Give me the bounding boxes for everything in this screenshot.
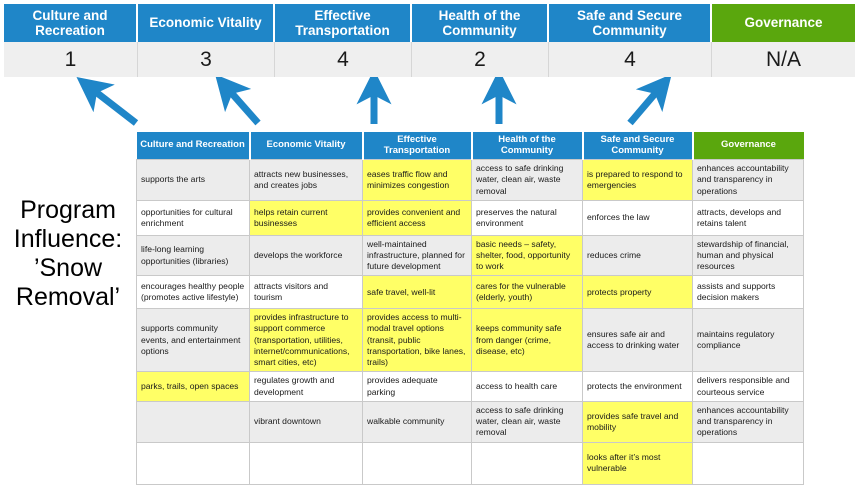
caption-line-4: Removal’ [15,283,121,311]
matrix-cell: provides convenient and efficient access [362,199,472,236]
matrix-cell: access to safe drinking water, clean air… [471,401,583,443]
scorecard-value-economic-vitality: 3 [138,42,275,77]
matrix-header-governance: Governance [692,132,804,160]
caption-line-3: ’Snow [33,254,103,282]
scorecard-header-safe-and-secure-community: Safe and Secure Community [549,4,712,42]
page-title: Program Influence: ’Snow Removal’ [2,196,134,312]
scorecard-header-governance: Governance [712,4,855,42]
matrix-cell: attracts new businesses, and creates job… [249,159,363,201]
matrix-cell [692,441,804,485]
scorecard-header-culture-and-recreation: Culture and Recreation [4,4,138,42]
matrix-cell: looks after it’s most vulnerable [582,441,693,485]
matrix-cell: reduces crime [582,234,693,277]
matrix-cell: well-maintained infrastructure, planned … [362,234,472,277]
matrix-cell: attracts visitors and tourism [249,275,363,310]
matrix-cell: supports the arts [136,159,250,201]
table-row: supports community events, and entertain… [136,308,804,373]
scorecard-value-safe-and-secure-community: 4 [549,42,712,77]
scorecard-value-culture-and-recreation: 1 [4,42,138,77]
matrix-cell: provides access to multi-modal travel op… [362,308,472,373]
matrix-cell: provides adequate parking [362,371,472,403]
table-row: supports the arts attracts new businesses… [136,159,804,201]
arrow-up-right-5 [627,77,672,126]
table-row: opportunities for cultural enrichment hel… [136,199,804,236]
influence-matrix-table: Culture and Recreation Economic Vitality… [136,132,804,485]
matrix-cell: helps retain current businesses [249,199,363,236]
table-row: encourages healthy people (promotes acti… [136,275,804,310]
matrix-cell: provides infrastructure to support comme… [249,308,363,373]
matrix-cell: walkable community [362,401,472,443]
scorecard-header-label: Governance [744,15,823,31]
matrix-cell: provides safe travel and mobility [582,401,693,443]
matrix-cell: delivers responsible and courteous servi… [692,371,804,403]
matrix-cell: protects the environment [582,371,693,403]
matrix-cell: opportunities for cultural enrichment [136,199,250,236]
matrix-cell [362,441,472,485]
matrix-cell: protects property [582,275,693,310]
scorecard-header-label: Health of the Community [438,7,521,38]
matrix-cell: is prepared to respond to emergencies [582,159,693,201]
matrix-cell: safe travel, well-lit [362,275,472,310]
matrix-header-health-of-the-community: Health of the Community [471,132,584,160]
matrix-cell: keeps community safe from danger (crime,… [471,308,583,373]
matrix-cell: vibrant downtown [249,401,363,443]
scorecard: Culture and Recreation Economic Vitality… [4,4,855,77]
matrix-cell: access to safe drinking water, clean air… [471,159,583,201]
arrow-up-left-1 [76,77,139,126]
scorecard-value-governance: N/A [712,42,855,77]
scorecard-value-row: 1 3 4 2 4 N/A [4,42,855,77]
matrix-header-effective-transportation: Effective Transportation [362,132,473,160]
matrix-cell: maintains regulatory compliance [692,308,804,373]
matrix-cell: eases traffic flow and minimizes congest… [362,159,472,201]
matrix-cell: basic needs – safety, shelter, food, opp… [471,234,583,277]
scorecard-header-row: Culture and Recreation Economic Vitality… [4,4,855,42]
scorecard-value-effective-transportation: 4 [275,42,412,77]
table-row: life-long learning opportunities (librar… [136,234,804,277]
matrix-header-culture-and-recreation: Culture and Recreation [136,132,251,160]
matrix-cell: regulates growth and development [249,371,363,403]
matrix-cell: develops the workforce [249,234,363,277]
matrix-cell [249,441,363,485]
scorecard-header-label: Effective Transportation [295,7,390,38]
table-row: looks after it’s most vulnerable [136,441,804,485]
scorecard-header-label: Culture and Recreation [32,7,108,38]
matrix-header-safe-and-secure-community: Safe and Secure Community [582,132,694,160]
scorecard-header-label: Economic Vitality [149,15,262,31]
matrix-cell: stewardship of financial, human and phys… [692,234,804,277]
caption-line-1: Program [20,196,116,224]
matrix-cell: ensures safe air and access to drinking … [582,308,693,373]
matrix-cell: parks, trails, open spaces [136,371,250,403]
matrix-container: Culture and Recreation Economic Vitality… [136,132,804,485]
matrix-cell: attracts, develops and retains talent [692,199,804,236]
arrow-layer [76,77,672,126]
table-row: vibrant downtown walkable community access… [136,401,804,443]
caption-line-2: Influence: [13,225,123,253]
matrix-cell: encourages healthy people (promotes acti… [136,275,250,310]
matrix-header-economic-vitality: Economic Vitality [249,132,364,160]
matrix-cell [136,441,250,485]
matrix-cell: preserves the natural environment [471,199,583,236]
matrix-body: supports the arts attracts new businesses… [136,159,804,485]
matrix-cell: life-long learning opportunities (librar… [136,234,250,277]
matrix-cell: supports community events, and entertain… [136,308,250,373]
scorecard-header-label: Safe and Secure Community [576,7,683,38]
scorecard-header-health-of-the-community: Health of the Community [412,4,549,42]
matrix-cell: enhances accountability and transparency… [692,401,804,443]
matrix-cell [471,441,583,485]
matrix-cell: assists and supports decision makers [692,275,804,310]
scorecard-value-health-of-the-community: 2 [412,42,549,77]
scorecard-header-economic-vitality: Economic Vitality [138,4,275,42]
matrix-header-row: Culture and Recreation Economic Vitality… [136,132,804,160]
matrix-cell: cares for the vulnerable (elderly, youth… [471,275,583,310]
arrow-up-left-2 [215,77,261,126]
matrix-cell: enhances accountability and transparency… [692,159,804,201]
table-row: parks, trails, open spaces regulates grow… [136,371,804,403]
matrix-cell: access to health care [471,371,583,403]
scorecard-header-effective-transportation: Effective Transportation [275,4,412,42]
matrix-cell [136,401,250,443]
matrix-cell: enforces the law [582,199,693,236]
